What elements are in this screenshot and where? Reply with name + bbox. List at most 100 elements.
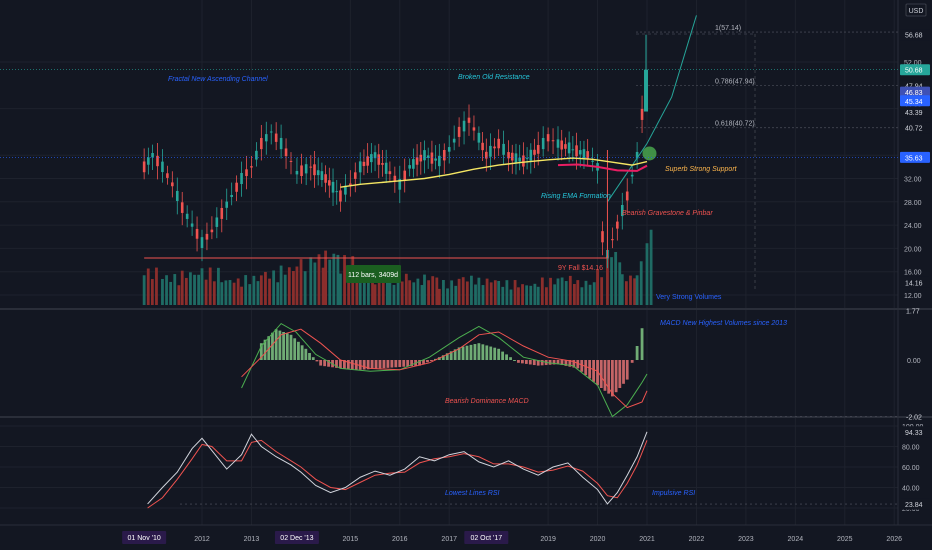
bars-range-box-bg[interactable] [346,265,401,283]
macd-hist-bar [556,360,560,365]
candle-body [611,239,614,241]
candle-body [309,166,313,168]
volume-bar [197,274,201,305]
volume-bar [497,281,501,305]
macd-hist-bar [489,346,493,360]
candle-body [373,152,377,159]
candle-body [269,131,273,133]
candle-body [625,191,629,201]
candle-body [403,170,407,181]
volume-bar [481,285,485,305]
volume-bar [146,268,150,305]
macd-hist-bar [584,360,588,376]
macd-hist-bar [473,344,477,360]
volume-bar [212,281,216,305]
candle-body [366,156,369,166]
axes: 52.0044.0036.0032.0028.0024.0020.0016.00… [0,29,930,544]
volume-bar [240,286,243,305]
macd-tick-0: 0.00 [907,358,921,365]
volume-bar [573,284,576,305]
pane-separators[interactable] [0,0,932,526]
volume-bar [505,280,509,305]
candle-body [438,155,441,167]
rsi-badge-0: 94.33 [905,430,923,437]
volume-bar [343,255,346,305]
macd-hist-bar [394,360,398,368]
macd-hist-bar [560,360,564,366]
macd-hist-bar [343,360,346,369]
volume-bar [244,275,248,305]
macd-hist-bar [315,360,319,362]
volume-bar [400,281,404,305]
macd-hist-bar [422,360,425,364]
candle-body [180,202,184,213]
candle-body [225,201,229,208]
macd-hist-bar [297,341,300,360]
rsi-tick-2: 60.00 [902,465,920,472]
volume-bar [388,272,392,305]
macd-hist-bar [278,330,282,360]
currency-badge-bg[interactable] [905,3,927,17]
candle-body [215,217,219,227]
macd-hist-bar [485,345,489,360]
macd-hist-bar [580,360,584,372]
bars-range-box[interactable]: 112 bars, 3409d [346,265,401,283]
candle-body [210,229,214,233]
candle-body [616,221,619,229]
candle-body [578,150,582,155]
time-mark-0: 01 Nov '10 [128,535,161,542]
macd-hist-bar [441,355,445,360]
candle-body [362,161,366,167]
candle-body [295,170,299,175]
volume-bar [371,268,374,305]
candle-body [546,134,550,142]
macd-hist-bar [505,354,508,360]
macd-hist-bar [521,360,524,364]
volume-bar [584,280,588,305]
annotation-bearish-macd: Bearish Dominance MACD [445,398,529,405]
candle-body [489,145,492,157]
macd-hist-bar [350,360,354,370]
macd-hist-bar [308,353,311,360]
volume-bar [629,275,632,305]
candle-body [423,150,426,161]
volume-bar [501,286,505,305]
time-mark-2: 02 Oct '17 [470,535,502,542]
price-badge-0: 56.68 [905,33,923,40]
candle-body [522,155,525,167]
volume-bar [553,284,557,305]
macd-hist-bar [481,344,485,360]
price-tick-3: 32.00 [904,177,922,184]
year-tick-1: 2013 [244,536,260,543]
macd-hist-bar [304,348,308,360]
year-tick-2: 2015 [343,536,359,543]
macd-hist-bar [362,360,366,370]
candle-body [304,164,308,174]
macd-hist-bar [457,347,461,360]
candle-body [240,172,243,185]
macd-hist-bar [433,358,437,360]
candle-body [529,149,533,161]
volume-bar [150,279,154,305]
year-tick-0: 2012 [194,536,210,543]
volume-bar [396,272,400,305]
macd-hist-bar [430,360,433,361]
macd-hist-bar [622,360,625,384]
candle-body [339,190,342,202]
macd-hist-bar [461,346,465,360]
volume-bar [633,278,636,305]
volume-bar [193,274,196,305]
macd-signal-line [241,328,648,409]
macd-hist-bar [426,360,429,363]
volume-bar [645,243,649,305]
time-mark-bg-0 [122,531,167,544]
volume-bar [268,278,271,305]
macd-hist-bar [378,360,382,369]
macd-hist-bar [382,360,386,369]
macd-hist-bar [552,360,556,365]
volume-bar [381,281,385,305]
year-tick-12: 2026 [886,536,902,543]
currency-badge[interactable]: USD [905,3,927,17]
year-tick-9: 2023 [738,536,754,543]
